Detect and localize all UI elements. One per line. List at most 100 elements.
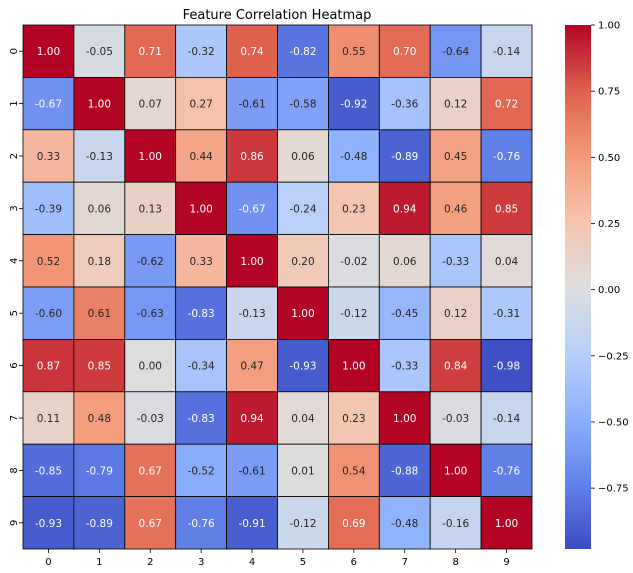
cell-value-label-6-1: 0.85 bbox=[88, 361, 111, 373]
cell-value-label-5-2: -0.63 bbox=[137, 308, 164, 320]
x-tick-label-0: 0 bbox=[45, 557, 51, 568]
cell-value-label-2-6: -0.48 bbox=[340, 151, 367, 163]
heatmap-cell-3-6 bbox=[327, 181, 380, 235]
heatmap-cell-9-3 bbox=[175, 496, 227, 550]
cell-value-label-8-1: -0.79 bbox=[86, 465, 113, 477]
cell-value-label-8-6: 0.54 bbox=[342, 465, 366, 477]
colorbar-tick-label-1: 0.75 bbox=[598, 87, 620, 98]
heatmap-cell-9-5 bbox=[277, 496, 329, 550]
heatmap-cell-5-8 bbox=[429, 286, 482, 340]
cell-value-label-9-8: -0.16 bbox=[442, 518, 469, 530]
heatmap-cell-7-2 bbox=[124, 391, 177, 445]
heatmap-cell-8-1 bbox=[73, 443, 126, 498]
cell-value-label-0-6: 0.55 bbox=[342, 46, 365, 58]
cell-value-label-7-7: 1.00 bbox=[393, 413, 416, 425]
heatmap-cell-3-9 bbox=[480, 181, 533, 235]
heatmap-cell-0-7 bbox=[378, 24, 431, 78]
y-axis: 0 1 2 3 4 5 6 7 8 9 bbox=[9, 48, 23, 526]
cell-value-label-9-7: -0.48 bbox=[391, 518, 418, 530]
cell-value-label-5-0: -0.60 bbox=[35, 308, 62, 320]
cell-value-label-5-9: -0.31 bbox=[493, 308, 520, 320]
heatmap-cell-8-7 bbox=[378, 443, 431, 498]
cell-value-label-9-3: -0.76 bbox=[188, 518, 215, 530]
heatmap-cell-6-6 bbox=[327, 338, 380, 393]
cell-value-label-7-1: 0.48 bbox=[88, 413, 111, 425]
cell-value-label-0-8: -0.64 bbox=[442, 46, 469, 58]
heatmap-cell-9-6 bbox=[327, 496, 380, 550]
heatmap-cell-6-0 bbox=[22, 338, 75, 393]
cell-value-label-1-8: 0.12 bbox=[444, 99, 467, 111]
heatmap-cell-0-2 bbox=[124, 24, 177, 78]
cell-value-label-4-4: 1.00 bbox=[240, 256, 263, 268]
heatmap-cell-1-7 bbox=[378, 77, 431, 131]
heatmap-cell-4-6 bbox=[327, 234, 380, 288]
x-tick-label-3: 3 bbox=[198, 557, 204, 568]
cell-value-label-3-4: -0.67 bbox=[238, 203, 265, 215]
y-tick-label-8: 8 bbox=[9, 467, 20, 473]
heatmap-cell-1-5 bbox=[277, 77, 329, 131]
x-tick-label-1: 1 bbox=[96, 557, 102, 568]
chart-title: Feature Correlation Heatmap bbox=[183, 8, 372, 23]
cell-value-label-8-7: -0.88 bbox=[391, 465, 418, 477]
cell-value-label-0-4: 0.74 bbox=[240, 46, 264, 58]
heatmap-cell-6-5 bbox=[277, 338, 329, 393]
cell-value-label-4-6: -0.02 bbox=[340, 256, 367, 268]
heatmap-cell-2-8 bbox=[429, 129, 482, 183]
y-tick-label-3: 3 bbox=[9, 205, 20, 211]
colorbar-tick-label-4: 0.00 bbox=[598, 285, 620, 296]
heatmap-cell-7-6 bbox=[327, 391, 380, 445]
y-tick-label-7: 7 bbox=[9, 415, 20, 421]
cell-value-label-2-9: -0.76 bbox=[493, 151, 520, 163]
heatmap-cell-3-0 bbox=[22, 181, 75, 235]
heatmap-cell-8-6 bbox=[327, 443, 380, 498]
heatmap-cell-1-3 bbox=[175, 77, 227, 131]
heatmap-cell-9-0 bbox=[22, 496, 75, 550]
cell-value-label-3-1: 0.06 bbox=[88, 203, 112, 215]
heatmap-cell-8-4 bbox=[226, 443, 278, 498]
cell-value-label-2-3: 0.44 bbox=[189, 151, 213, 163]
heatmap-cell-7-8 bbox=[429, 391, 482, 445]
cell-value-label-9-2: 0.67 bbox=[139, 518, 162, 530]
cell-value-label-8-9: -0.76 bbox=[493, 465, 520, 477]
cell-value-label-2-8: 0.45 bbox=[444, 151, 467, 163]
heatmap-cell-7-4 bbox=[226, 391, 278, 445]
y-tick-label-2: 2 bbox=[9, 153, 20, 159]
heatmap-cell-6-8 bbox=[429, 338, 482, 393]
heatmap-cell-5-0 bbox=[22, 286, 75, 340]
heatmap-cell-7-5 bbox=[277, 391, 329, 445]
cell-value-label-8-5: 0.01 bbox=[291, 465, 314, 477]
cell-value-label-9-1: -0.89 bbox=[86, 518, 113, 530]
cell-value-label-3-9: 0.85 bbox=[495, 203, 518, 215]
cell-value-label-2-4: 0.86 bbox=[240, 151, 264, 163]
cell-value-label-1-6: -0.92 bbox=[340, 99, 367, 111]
x-tick-label-9: 9 bbox=[503, 557, 509, 568]
heatmap-cell-1-8 bbox=[429, 77, 482, 131]
heatmap-cell-4-5 bbox=[277, 234, 329, 288]
cell-value-label-6-3: -0.34 bbox=[188, 361, 215, 373]
cell-value-label-3-5: -0.24 bbox=[289, 203, 316, 215]
cell-value-label-2-5: 0.06 bbox=[291, 151, 315, 163]
cell-value-label-5-4: -0.13 bbox=[238, 308, 265, 320]
heatmap-cell-2-4 bbox=[226, 129, 278, 183]
cell-value-label-6-8: 0.84 bbox=[444, 361, 468, 373]
cell-value-label-8-2: 0.67 bbox=[139, 465, 162, 477]
heatmap-cell-2-0 bbox=[22, 129, 75, 183]
cell-value-label-5-1: 0.61 bbox=[88, 308, 111, 320]
cell-value-label-0-1: -0.05 bbox=[86, 46, 113, 58]
y-tick-label-5: 5 bbox=[9, 310, 20, 316]
colorbar-gradient bbox=[565, 25, 591, 549]
cell-value-label-1-4: -0.61 bbox=[238, 99, 265, 111]
cell-value-label-7-8: -0.03 bbox=[442, 413, 469, 425]
heatmap-cell-7-1 bbox=[73, 391, 126, 445]
heatmap-cell-5-3 bbox=[175, 286, 227, 340]
colorbar-tick-label-2: 0.50 bbox=[598, 153, 620, 164]
heatmap-cell-5-5 bbox=[277, 286, 329, 340]
heatmap-cell-0-9 bbox=[480, 24, 533, 78]
heatmap-cell-6-7 bbox=[378, 338, 431, 393]
heatmap-cell-4-9 bbox=[480, 234, 533, 288]
heatmap-cell-0-5 bbox=[277, 24, 329, 78]
cell-value-label-7-3: -0.83 bbox=[188, 413, 215, 425]
colorbar-tick-label-7: −0.75 bbox=[598, 484, 629, 495]
cell-value-label-1-0: -0.67 bbox=[35, 99, 62, 111]
